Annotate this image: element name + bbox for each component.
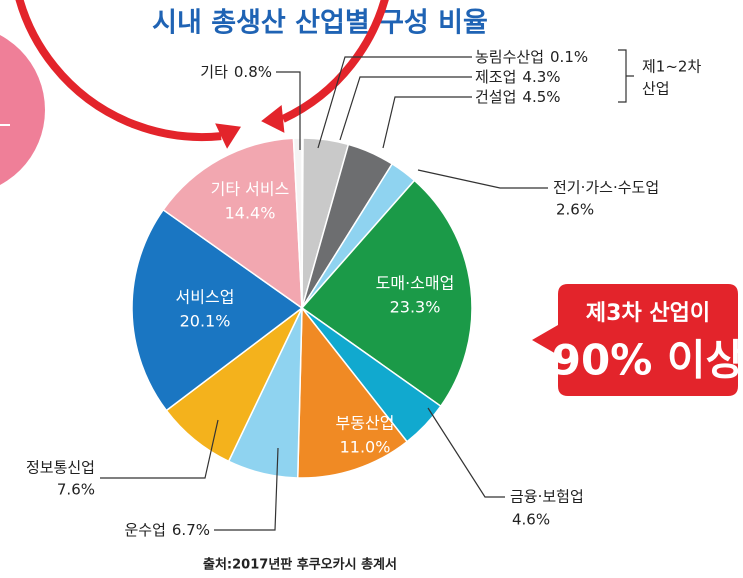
leader-line <box>214 447 279 531</box>
slice-value: 6.7% <box>172 521 210 539</box>
slice-name: 농림수산업 <box>475 48 544 66</box>
slice-label: 운수업 6.7% <box>124 521 210 539</box>
slice-name: 정보통신업 <box>26 459 95 477</box>
leader-line <box>427 407 505 498</box>
slice-label: 제조업 4.3% <box>475 68 561 86</box>
slice-value: 4.6% <box>512 511 550 529</box>
slice-value: 7.6% <box>57 481 95 499</box>
slice-name: 부동산업 <box>336 414 395 433</box>
slice-value: 0.8% <box>234 63 272 81</box>
slice-value: 20.1% <box>180 312 231 331</box>
leader-line <box>100 419 219 479</box>
leader-line <box>382 96 472 149</box>
callout-text: 90% 이상 <box>552 336 743 385</box>
slice-name: 기타 <box>200 63 228 81</box>
slice-value: 11.0% <box>340 438 391 457</box>
callout-box <box>532 284 738 396</box>
slice-value: 0.1% <box>550 48 588 66</box>
slice-name: 기타 서비스 <box>211 180 290 199</box>
slice <box>131 208 304 412</box>
ring-arrow <box>215 123 242 149</box>
slice-value: 4.5% <box>522 88 560 106</box>
bracket <box>618 49 634 103</box>
slice-name: 제조업 <box>475 68 516 86</box>
slice-name: 도매·소매업 <box>376 274 455 293</box>
slice-name: 운수업 <box>124 521 165 539</box>
ring-arrow <box>261 105 285 133</box>
chart-title: 시내 총생산 산업별 구성 비율 <box>152 8 488 39</box>
slice <box>292 137 303 309</box>
pie <box>131 137 473 479</box>
decor-circle <box>0 35 45 185</box>
slice <box>296 305 409 479</box>
slice-name: 전기·가스·수도업 <box>553 179 659 197</box>
slice-value: 4.3% <box>522 68 560 86</box>
slice-label: 기타 0.8% <box>200 63 272 81</box>
ring <box>15 0 389 149</box>
slice-value: 2.6% <box>556 201 594 219</box>
slice-value: 14.4% <box>225 204 276 223</box>
leader-line <box>276 71 301 150</box>
leader-line <box>417 169 548 189</box>
slice-label: 농림수산업 0.1% <box>475 48 588 66</box>
leader-line <box>317 56 472 149</box>
group-label: 제1~2차 <box>642 58 701 76</box>
source: 출처:2017년판 후쿠오카시 총계서 <box>203 557 397 573</box>
slice-name: 금융·보험업 <box>510 488 584 506</box>
group-label: 산업 <box>642 80 670 98</box>
slice-name: 서비스업 <box>176 288 235 307</box>
slice <box>162 137 303 310</box>
leader-line <box>339 76 472 141</box>
ring-arc <box>15 0 389 141</box>
labels: 농림수산업 0.1% 제조업 4.3% 건설업 4.5% 전기·가스·수도업 2.6% 도매·소… <box>26 48 659 539</box>
callout-text: 제3차 산업이 <box>586 301 710 326</box>
slice-name: 건설업 <box>475 88 516 106</box>
slice <box>300 179 473 408</box>
slice-value: 23.3% <box>390 298 441 317</box>
slice-label: 건설업 4.5% <box>475 88 561 106</box>
